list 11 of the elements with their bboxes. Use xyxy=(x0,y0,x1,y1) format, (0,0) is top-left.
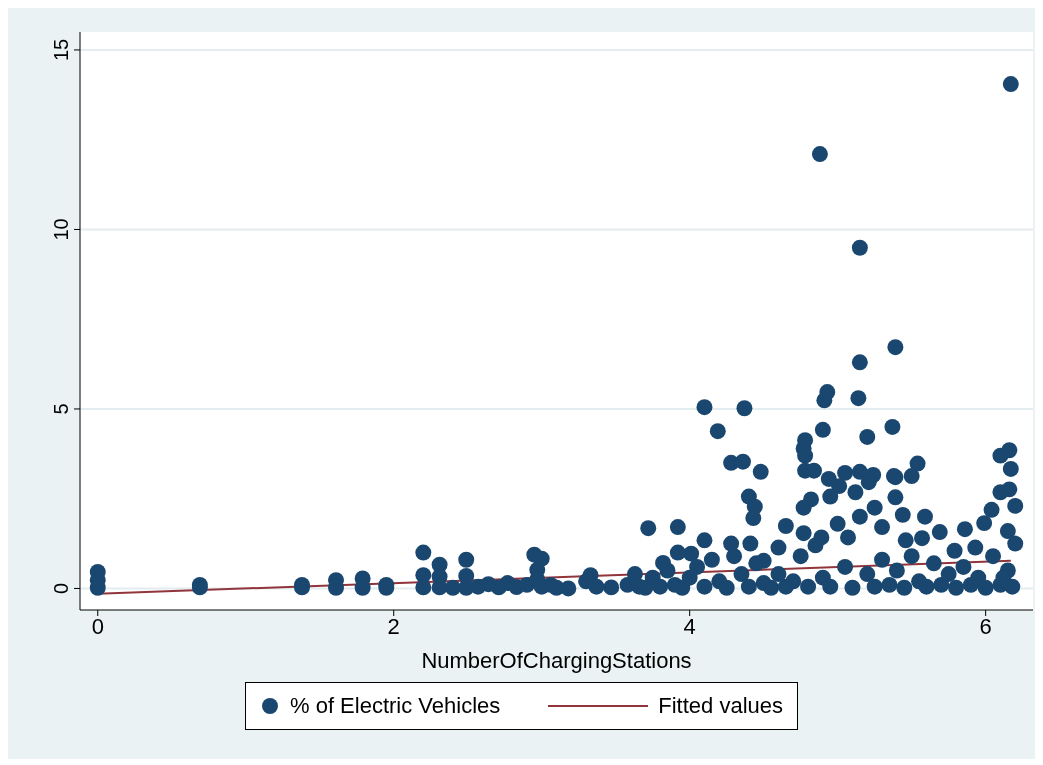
y-tick-label: 0 xyxy=(50,582,72,595)
legend-label: Fitted values xyxy=(658,693,784,719)
x-axis-title: NumberOfChargingStations xyxy=(421,648,692,673)
y-tick-label: 15 xyxy=(50,38,72,62)
x-tick-label: 6 xyxy=(979,613,992,639)
legend-label: % of Electric Vehicles xyxy=(289,693,501,719)
y-tick-label: 10 xyxy=(50,218,72,241)
y-tick-label: 5 xyxy=(50,403,72,415)
x-tick-label: 0 xyxy=(91,613,104,639)
x-tick-label: 4 xyxy=(683,613,696,639)
x-tick-label: 2 xyxy=(387,613,400,639)
